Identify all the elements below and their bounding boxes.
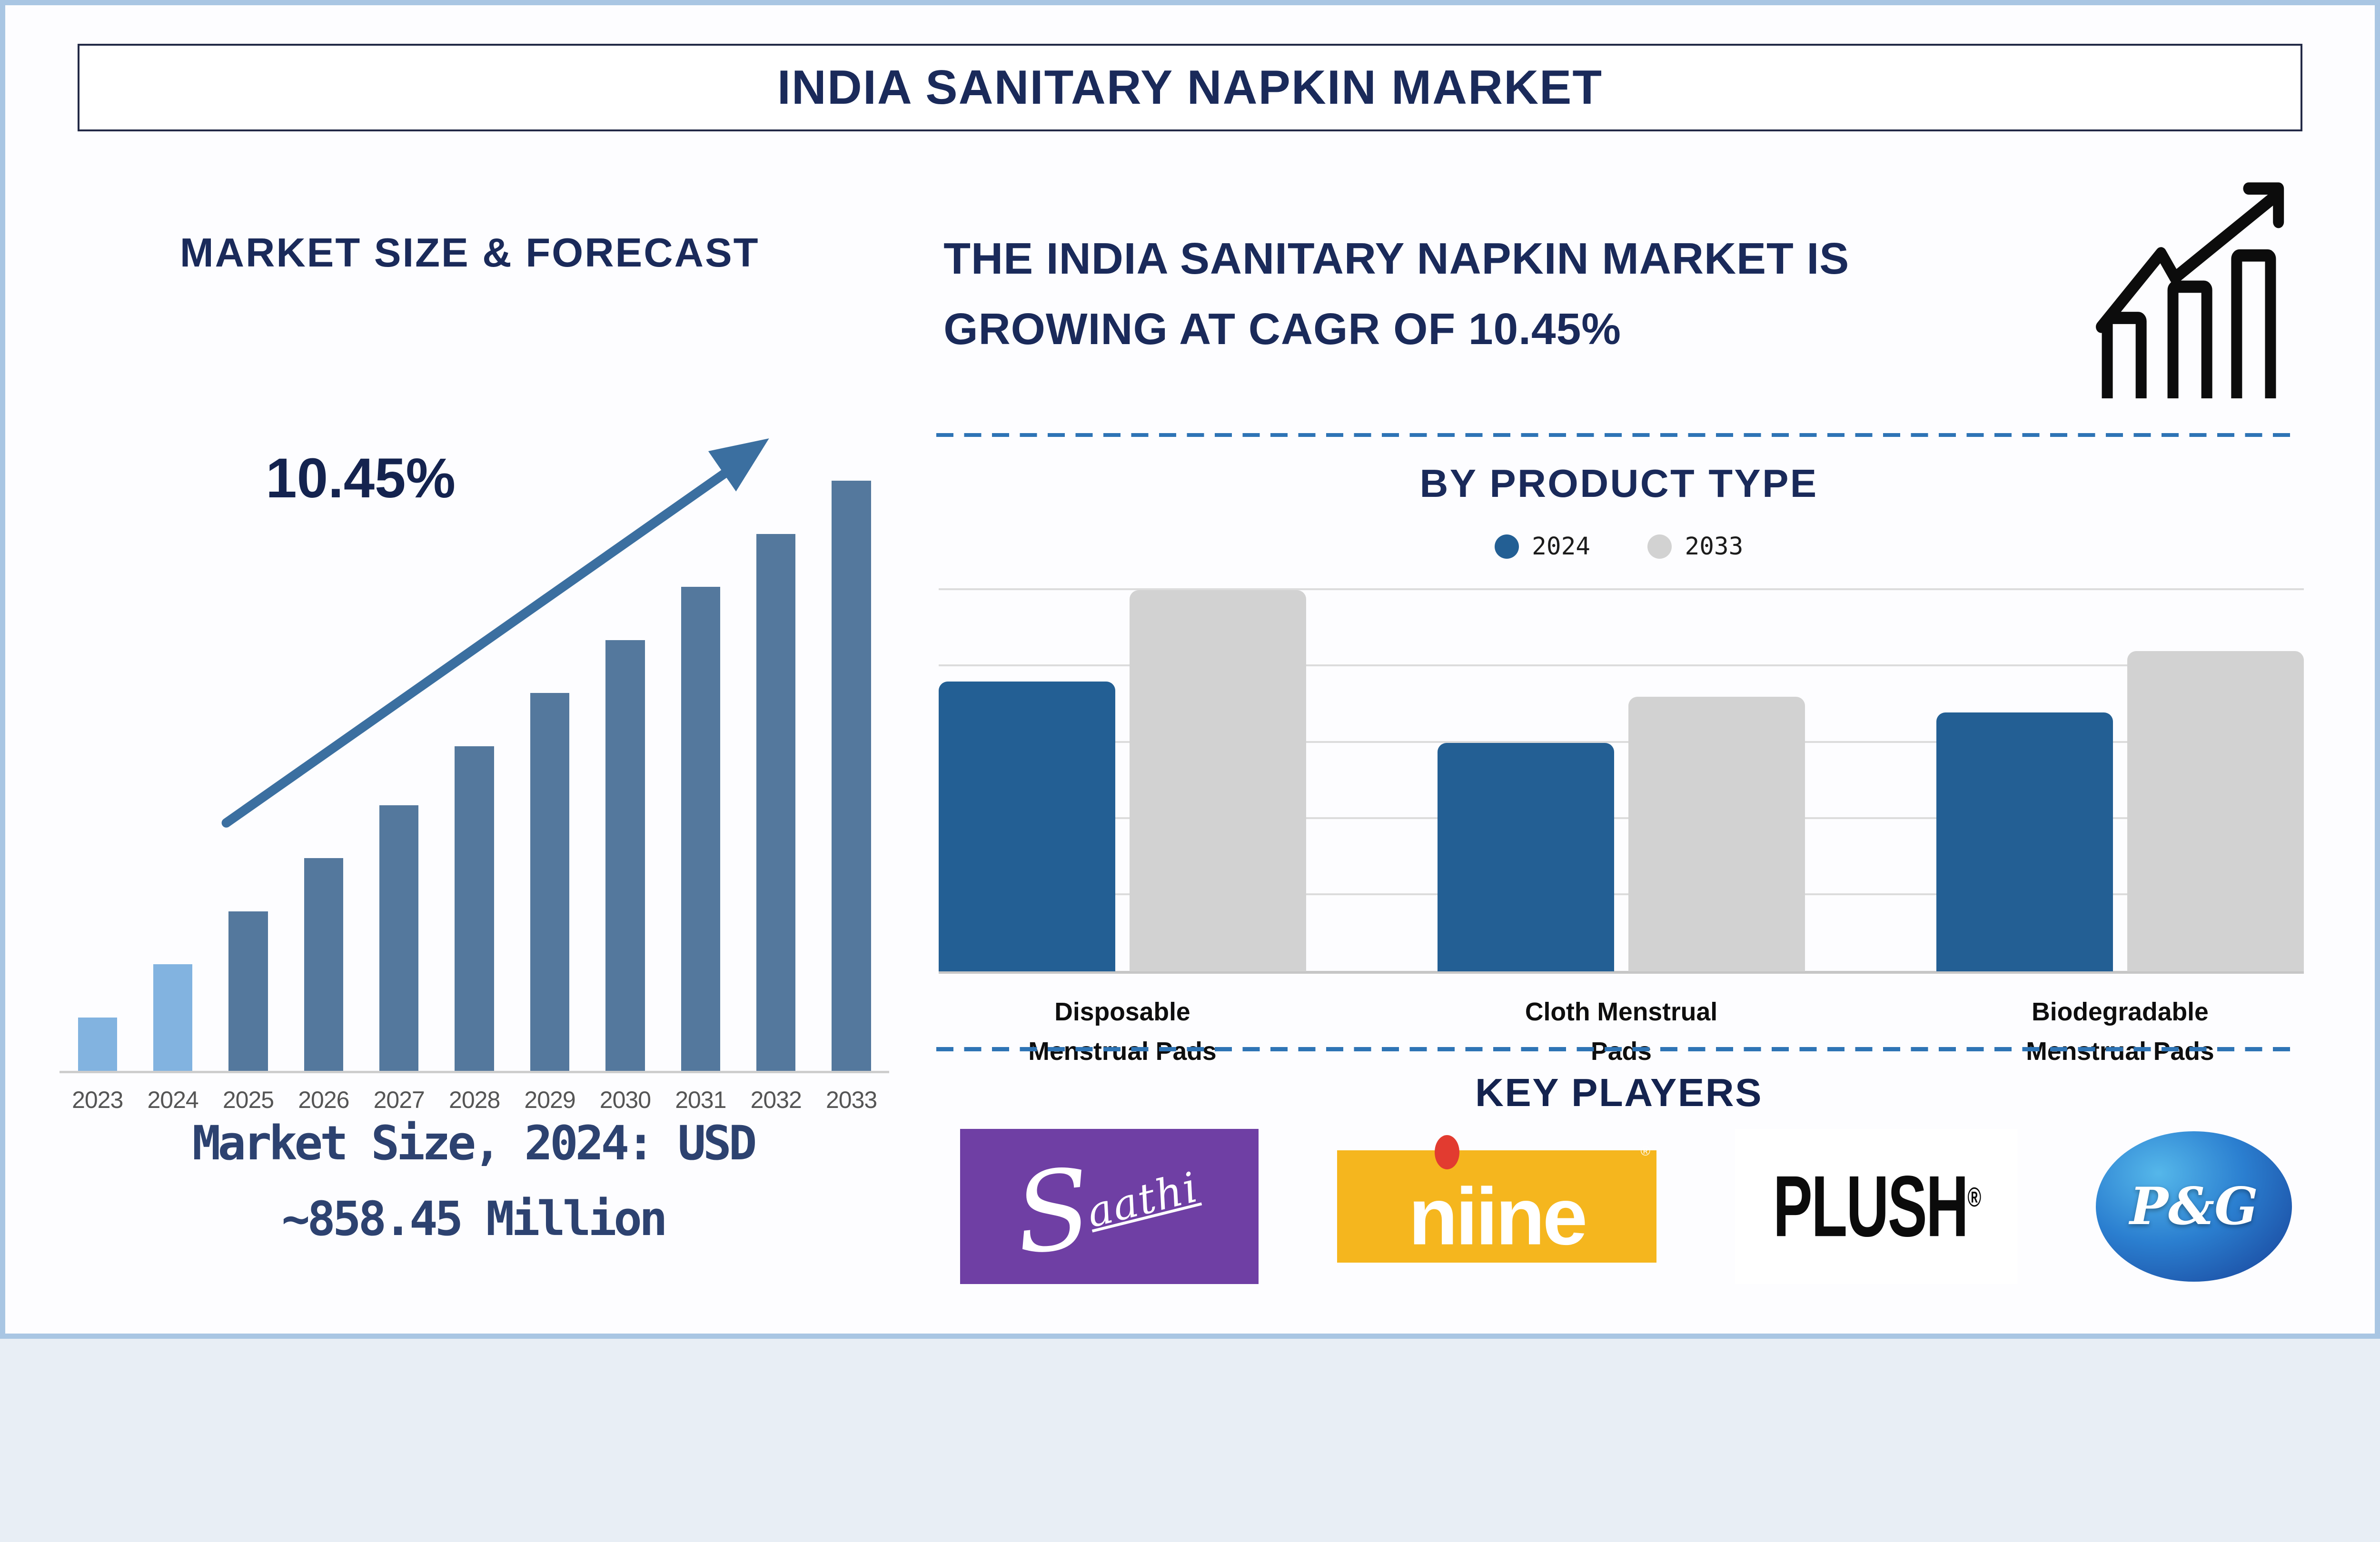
forecast-bar-slot — [512, 481, 587, 1071]
product-bar-2024 — [1936, 712, 2113, 972]
forecast-bar-2029 — [530, 693, 570, 1071]
product-type-chart: Disposable Menstrual Pads Cloth Menstrual… — [939, 588, 2304, 1066]
forecast-axis-labels: 2023 2024 2025 2026 2027 2028 2029 2030 2031 2032… — [60, 1086, 889, 1114]
niine-logo-red-dot-icon — [1434, 1135, 1460, 1170]
product-bar-2033 — [1130, 590, 1306, 972]
x-axis-line — [939, 971, 2304, 974]
gridline — [939, 664, 2304, 667]
page-title-box: INDIA SANITARY NAPKIN MARKET — [77, 43, 2303, 132]
dashed-divider-bottom — [936, 1047, 2294, 1051]
pg-logo: P&G — [2096, 1129, 2292, 1284]
legend-label: 2033 — [1685, 532, 1744, 561]
by-product-type-heading: BY PRODUCT TYPE — [1419, 461, 1818, 506]
forecast-year-label-2028: 2028 — [449, 1087, 500, 1114]
plush-logo: PLUSH® — [1735, 1128, 2018, 1285]
key-players-heading: KEY PLAYERS — [1475, 1070, 1763, 1115]
legend-label: 2024 — [1532, 532, 1590, 561]
forecast-bar-2023 — [78, 1018, 117, 1071]
forecast-bar-slot — [587, 481, 663, 1071]
product-group: Biodegradable Menstrual Pads — [1936, 590, 2304, 1066]
legend-dot-icon — [1494, 534, 1519, 559]
saathi-logo: Saathi — [960, 1128, 1259, 1285]
market-size-line2: ~858.45 Million — [281, 1191, 668, 1246]
saathi-logo-text: aathi — [1081, 1163, 1203, 1237]
market-size-footer: Market Size, 2024: USD ~858.45 Million — [29, 1106, 918, 1257]
gridline — [939, 741, 2304, 743]
forecast-chart — [60, 481, 889, 1073]
forecast-year-label-2033: 2033 — [825, 1087, 877, 1114]
product-bar-2024 — [1438, 742, 1614, 972]
product-group: Cloth Menstrual Pads — [1438, 590, 1805, 1066]
forecast-bar-2024 — [153, 964, 193, 1071]
cagr-annotation: 10.45% — [266, 447, 456, 510]
gridline — [939, 893, 2304, 895]
niine-registered-mark: ® — [1640, 1144, 1650, 1159]
forecast-year-label-2024: 2024 — [147, 1087, 198, 1114]
forecast-bar-slot — [361, 481, 436, 1071]
forecast-bar-2031 — [681, 587, 720, 1071]
forecast-bar-2032 — [756, 534, 796, 1071]
legend-item-2033: 2033 — [1647, 533, 1743, 561]
forecast-bar-slot — [60, 481, 135, 1071]
forecast-year-label-2029: 2029 — [524, 1087, 575, 1114]
plush-registered-mark: ® — [1967, 1183, 1981, 1214]
product-legend: 2024 2033 — [941, 533, 2296, 561]
forecast-bar-2025 — [228, 911, 268, 1071]
forecast-bar-slot — [738, 481, 813, 1071]
forecast-bar-slot — [436, 481, 512, 1071]
forecast-year-label-2030: 2030 — [599, 1087, 651, 1114]
forecast-bar-2033 — [832, 481, 871, 1071]
forecast-bar-slot — [210, 481, 286, 1071]
page-title: INDIA SANITARY NAPKIN MARKET — [777, 60, 1603, 114]
key-players-logos: Saathi niine ® PLUSH® P&G — [960, 1128, 2292, 1285]
growth-chart-icon — [2095, 182, 2284, 398]
cagr-headline-line1: THE INDIA SANITARY NAPKIN MARKET IS — [943, 233, 1850, 283]
forecast-bar-2028 — [455, 746, 494, 1071]
infographic-canvas: INDIA SANITARY NAPKIN MARKET MARKET SIZE… — [0, 0, 2380, 1339]
saathi-logo-initial: S — [1009, 1145, 1097, 1279]
niine-logo: niine ® — [1337, 1135, 1657, 1263]
forecast-bar-slot — [135, 481, 210, 1071]
product-bar-2033 — [1628, 697, 1805, 972]
forecast-year-label-2027: 2027 — [373, 1087, 425, 1114]
product-category-label: Disposable Menstrual Pads — [1028, 998, 1217, 1066]
legend-dot-icon — [1647, 534, 1672, 559]
forecast-year-label-2026: 2026 — [298, 1087, 349, 1114]
product-bar-2033 — [2127, 651, 2304, 972]
pg-logo-circle: P&G — [2096, 1131, 2292, 1282]
forecast-bar-2026 — [304, 858, 344, 1071]
forecast-year-label-2025: 2025 — [222, 1087, 274, 1114]
market-size-forecast-heading: MARKET SIZE & FORECAST — [179, 230, 760, 276]
market-size-line1: Market Size, 2024: USD — [192, 1116, 757, 1171]
gridline — [939, 817, 2304, 819]
forecast-bar-2030 — [605, 640, 645, 1071]
gridline — [939, 588, 2304, 591]
product-bar-2024 — [939, 682, 1115, 972]
trend-arrow-icon — [221, 438, 769, 828]
forecast-year-label-2032: 2032 — [750, 1087, 802, 1114]
legend-item-2024: 2024 — [1494, 532, 1590, 561]
forecast-year-label-2031: 2031 — [675, 1087, 726, 1114]
forecast-year-label-2023: 2023 — [72, 1087, 123, 1114]
forecast-bar-2027 — [379, 805, 419, 1071]
plush-logo-text: PLUSH — [1773, 1158, 1968, 1255]
pg-logo-text: P&G — [2130, 1176, 2258, 1236]
forecast-bar-slot — [663, 481, 738, 1071]
product-group: Disposable Menstrual Pads — [939, 590, 1306, 1066]
niine-logo-text: niine — [1408, 1171, 1587, 1262]
forecast-bar-slot — [813, 481, 889, 1071]
forecast-bar-slot — [286, 481, 361, 1071]
cagr-headline-line2: GROWING AT CAGR OF 10.45% — [943, 304, 1621, 354]
cagr-headline: THE INDIA SANITARY NAPKIN MARKET IS GROW… — [943, 223, 2069, 365]
dashed-divider-top — [936, 433, 2294, 437]
product-category-label: Cloth Menstrual Pads — [1525, 998, 1718, 1066]
product-category-label: Biodegradable Menstrual Pads — [2026, 998, 2214, 1066]
